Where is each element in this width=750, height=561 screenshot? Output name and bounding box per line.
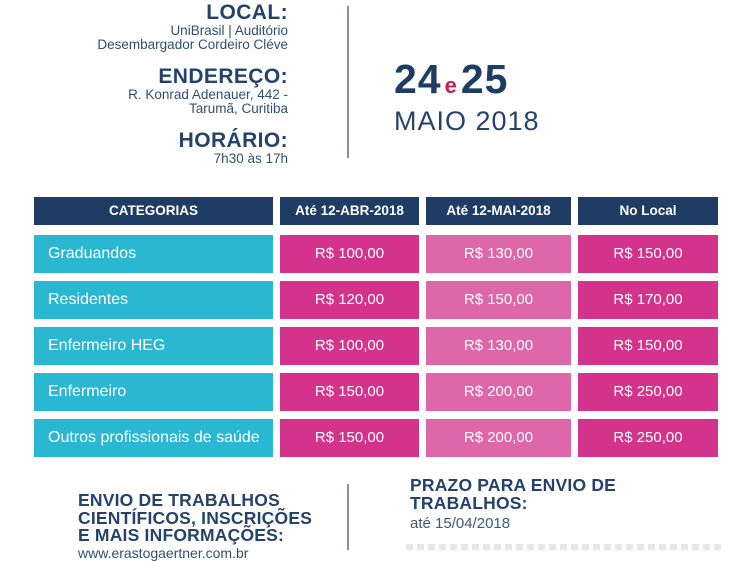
date-connector: e (444, 73, 458, 98)
endereco-heading: ENDEREÇO: (158, 65, 288, 88)
event-info: LOCAL: UniBrasil | Auditório Desembargad… (40, 2, 288, 181)
submissions-block: ENVIO DE TRABALHOS CIENTÍFICOS, INSCRIÇÕ… (78, 490, 313, 561)
price-cell: R$ 130,00 (426, 327, 571, 365)
price-cell: R$ 200,00 (426, 419, 571, 457)
category-cell: Enfermeiro (34, 373, 273, 411)
local-venue-line-1: UniBrasil | Auditório (170, 23, 288, 38)
price-cell: R$ 250,00 (578, 419, 718, 457)
deadline-block: PRAZO PARA ENVIO DE TRABALHOS: até 15/04… (410, 475, 617, 532)
endereco-group: ENDEREÇO: R. Konrad Adenauer, 442 - Taru… (40, 66, 288, 115)
submissions-heading-line-3: E MAIS INFORMAÇÕES: (78, 525, 285, 545)
table-header-no-local: No Local (578, 197, 718, 225)
address-line-1: R. Konrad Adenauer, 442 - (128, 87, 288, 102)
price-cell: R$ 150,00 (280, 373, 419, 411)
horario-heading: HORÁRIO: (178, 129, 288, 152)
date-day-2: 25 (460, 56, 509, 102)
price-cell: R$ 130,00 (426, 235, 571, 273)
date-month-year: MAIO 2018 (394, 106, 540, 136)
price-cell: R$ 150,00 (578, 235, 718, 273)
category-cell: Graduandos (34, 235, 273, 273)
price-cell: R$ 150,00 (578, 327, 718, 365)
category-cell: Residentes (34, 281, 273, 319)
divider-top (347, 6, 349, 158)
horario-group: HORÁRIO: 7h30 às 17h (40, 130, 288, 166)
address-line-2: Tarumã, Curitiba (188, 100, 288, 116)
table-header-ate-12-mai: Até 12-MAI-2018 (426, 197, 571, 225)
event-dates: 24 e25 MAIO 2018 (394, 58, 540, 135)
deadline-value: até 15/04/2018 (410, 515, 511, 532)
price-cell: R$ 100,00 (280, 235, 419, 273)
submissions-url[interactable]: www.erastogaertner.com.br (78, 544, 249, 561)
category-cell: Outros profissionais de saúde (34, 419, 273, 457)
deadline-heading-line-1: PRAZO PARA ENVIO DE (410, 475, 617, 495)
table-header-ate-12-abr: Até 12-ABR-2018 (280, 197, 419, 225)
date-day-1: 24 (394, 56, 442, 102)
clipped-text-sliver (406, 544, 724, 550)
price-cell: R$ 200,00 (426, 373, 571, 411)
pricing-table-header: CATEGORIAS Até 12-ABR-2018 Até 12-MAI-20… (34, 197, 718, 225)
divider-bottom (347, 484, 349, 550)
price-cell: R$ 170,00 (578, 281, 718, 319)
price-cell: R$ 250,00 (578, 373, 718, 411)
deadline-heading-line-2: TRABALHOS: (410, 492, 528, 513)
local-heading: LOCAL: (206, 1, 288, 24)
table-header-categorias: CATEGORIAS (34, 197, 273, 225)
submissions-heading-line-2: CIENTÍFICOS, INSCRIÇÕES (78, 507, 313, 528)
category-cell: Enfermeiro HEG (34, 327, 273, 365)
price-cell: R$ 100,00 (280, 327, 419, 365)
submissions-heading-line-1: ENVIO DE TRABALHOS (78, 490, 280, 510)
horario-value: 7h30 às 17h (213, 151, 288, 166)
price-cell: R$ 120,00 (280, 281, 419, 319)
pricing-table-body: Graduandos R$ 100,00 R$ 130,00 R$ 150,00… (34, 235, 718, 457)
price-cell: R$ 150,00 (280, 419, 419, 457)
price-cell: R$ 150,00 (426, 281, 571, 319)
local-group: LOCAL: UniBrasil | Auditório Desembargad… (40, 2, 288, 51)
date-days: 24 e25 (394, 58, 540, 107)
local-venue-line-2: Desembargador Cordeiro Cléve (97, 36, 288, 52)
